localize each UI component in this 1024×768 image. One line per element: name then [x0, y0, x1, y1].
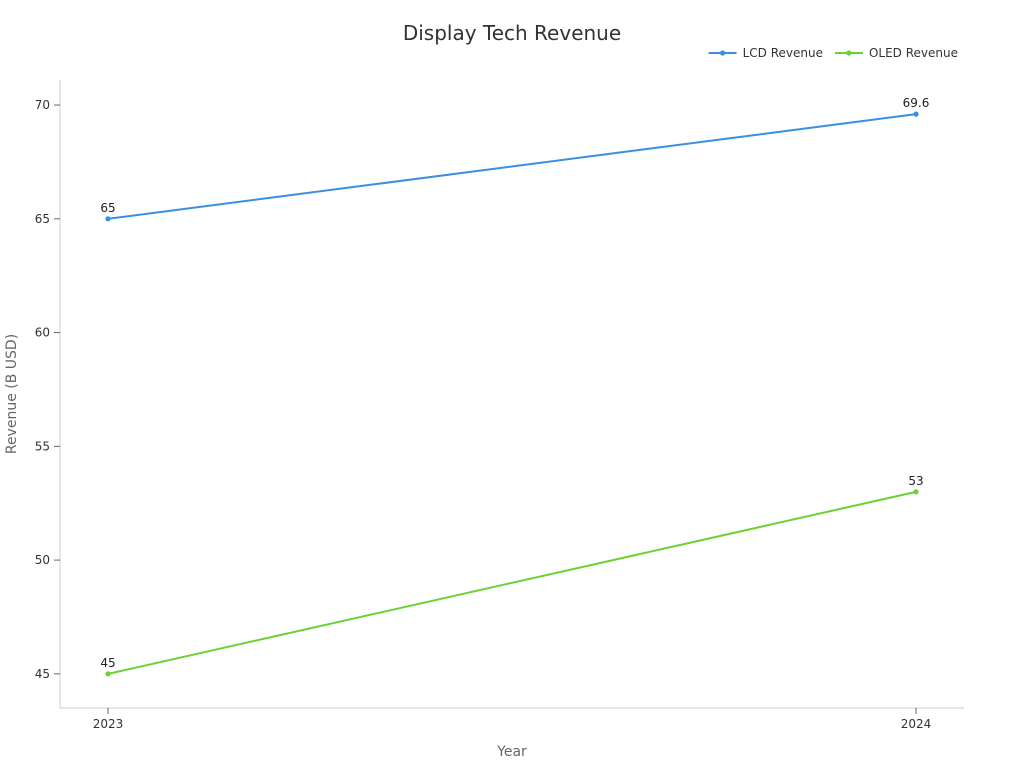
legend-marker-lcd-revenue	[719, 50, 726, 56]
oled-revenue-line	[107, 490, 917, 675]
legend-item-oled-revenue: OLED Revenue	[834, 46, 958, 60]
legend: LCD Revenue OLED Revenue	[708, 46, 958, 60]
y-axis-ticks: 45 50 55 60 65 70	[35, 98, 60, 681]
lcd-revenue-label-2023: 65	[100, 201, 115, 215]
oled-revenue-point-2024	[913, 489, 919, 495]
legend-label-oled-revenue: OLED Revenue	[869, 46, 958, 60]
y-tick-label-60: 60	[35, 326, 50, 340]
y-tick-label-70: 70	[35, 98, 50, 112]
oled-revenue-point-2023	[105, 671, 111, 677]
y-tick-label-50: 50	[35, 553, 50, 567]
x-axis-ticks: 2023 2024	[93, 708, 932, 731]
chart-title: Display Tech Revenue	[403, 21, 621, 45]
lcd-revenue-point-2024	[913, 111, 919, 117]
x-tick-label-2023: 2023	[93, 717, 124, 731]
y-axis-title: Revenue (B USD)	[4, 334, 20, 454]
legend-marker-oled-revenue	[846, 50, 852, 56]
data-labels: 65 69.6 45 53	[100, 96, 929, 670]
x-axis-title: Year	[496, 744, 527, 760]
oled-revenue-label-2024: 53	[908, 474, 923, 488]
y-tick-label-65: 65	[35, 212, 50, 226]
y-tick-label-55: 55	[35, 439, 50, 453]
lcd-revenue-point-2023	[105, 216, 111, 222]
lcd-revenue-label-2024: 69.6	[903, 96, 930, 110]
series-layer	[105, 111, 919, 677]
legend-label-lcd-revenue: LCD Revenue	[743, 46, 823, 60]
y-tick-label-45: 45	[35, 667, 50, 681]
legend-item-lcd-revenue: LCD Revenue	[708, 46, 823, 60]
lcd-revenue-line	[107, 113, 917, 220]
x-tick-label-2024: 2024	[901, 717, 932, 731]
oled-revenue-label-2023: 45	[100, 656, 115, 670]
